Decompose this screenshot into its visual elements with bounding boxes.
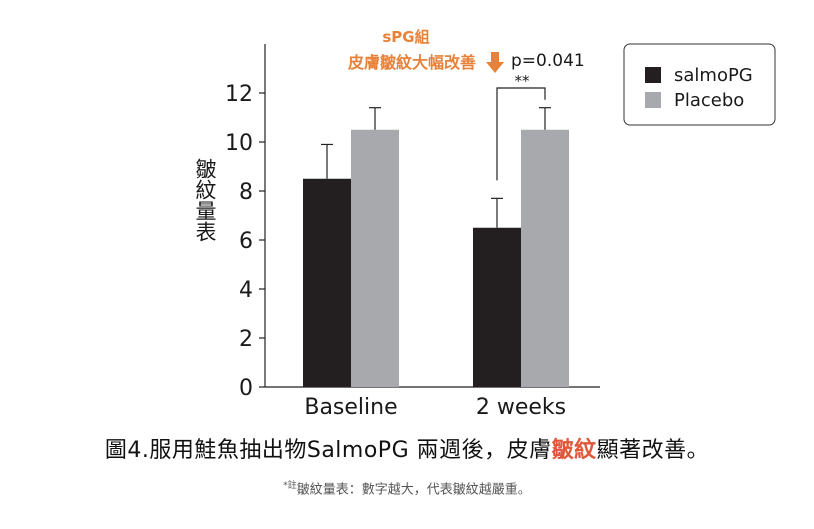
error-bars: [321, 107, 551, 228]
caption-highlight: 皺紋: [551, 438, 597, 463]
y-tick-label: 2: [239, 327, 253, 352]
annotation-improvement-label: 皮膚皺紋大幅改善: [347, 53, 476, 72]
p-value-label: p=0.041: [511, 51, 585, 71]
x-tick-label: 2 weeks: [476, 395, 566, 420]
significance-annotation: [496, 87, 546, 181]
legend-label-salmopg: salmoPG: [674, 65, 753, 86]
bar-placebo-1: [521, 129, 569, 387]
footnote: *註皺紋量表：數字越大，代表皺紋越嚴重。: [0, 478, 814, 497]
y-axis-label: 皺紋量表: [193, 158, 217, 242]
caption-prefix: 圖4.服用鮭魚抽出物SalmoPG 兩週後，皮膚: [104, 438, 552, 463]
chart-axes: 0 2 4 6 8 10 12 Baseline 2 weeks: [225, 44, 600, 420]
x-tick-label: Baseline: [304, 395, 397, 420]
annotation-group-label: sPG組: [382, 28, 429, 46]
legend-box: [623, 43, 776, 126]
legend-label-placebo: Placebo: [674, 90, 744, 111]
significance-bracket: [496, 87, 546, 181]
y-tick-label: 12: [225, 82, 253, 107]
bar-salmopg-1: [473, 227, 521, 387]
bar-chart: 0 2 4 6 8 10 12 Baseline 2 weeks 皺紋量表 salmoPG Pl…: [193, 28, 776, 420]
caption-suffix: 顯著改善。: [596, 438, 710, 463]
legend: salmoPG Placebo: [623, 43, 776, 126]
legend-swatch-salmopg: [645, 67, 661, 83]
y-tick-label: 0: [239, 376, 253, 401]
down-arrow-icon: [486, 52, 504, 73]
y-tick-label: 6: [239, 229, 253, 254]
legend-swatch-placebo: [645, 92, 661, 108]
figure-caption: 圖4.服用鮭魚抽出物SalmoPG 兩週後，皮膚皺紋顯著改善。: [0, 432, 814, 464]
y-tick-label: 8: [239, 180, 253, 205]
significance-stars: **: [515, 72, 531, 90]
footnote-text: 皺紋量表：數字越大，代表皺紋越嚴重。: [296, 482, 531, 498]
y-tick-label: 10: [225, 131, 253, 156]
y-tick-label: 4: [239, 278, 253, 303]
bar-placebo-0: [351, 129, 399, 387]
footnote-mark: *註: [283, 481, 297, 491]
bar-salmopg-0: [303, 178, 351, 387]
chart-bars: [303, 129, 569, 387]
